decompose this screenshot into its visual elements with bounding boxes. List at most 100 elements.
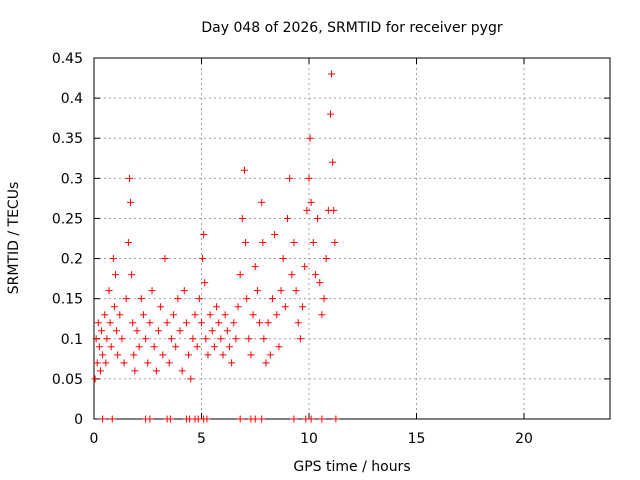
data-point-zero (258, 415, 266, 423)
x-tick-label: 5 (197, 431, 206, 447)
data-point (225, 343, 233, 351)
data-point (103, 335, 111, 343)
data-point (286, 174, 294, 182)
plot-frame (93, 57, 611, 420)
data-point (330, 206, 338, 214)
data-point (94, 319, 102, 327)
data-point (328, 70, 336, 78)
data-point (316, 279, 324, 287)
data-point (176, 327, 184, 335)
data-point (245, 335, 253, 343)
data-point (113, 327, 121, 335)
data-point (208, 327, 216, 335)
data-point (114, 351, 122, 359)
data-point (281, 303, 289, 311)
data-point (118, 335, 126, 343)
data-point (258, 198, 266, 206)
data-point (144, 359, 152, 367)
y-tick-label: 0.35 (52, 131, 83, 147)
data-point (329, 158, 337, 166)
data-point (91, 375, 99, 383)
data-point (105, 287, 113, 295)
data-point (210, 343, 218, 351)
data-point (106, 319, 114, 327)
data-point (129, 319, 137, 327)
data-point (288, 271, 296, 279)
y-tick-label: 0.05 (52, 372, 83, 388)
data-point (322, 255, 330, 263)
data-point (320, 295, 328, 303)
data-point (124, 239, 132, 247)
data-point (266, 351, 274, 359)
data-point (238, 214, 246, 222)
data-point (243, 295, 251, 303)
data-point (130, 351, 138, 359)
y-axis-title: SRMTID / TECUs (6, 182, 22, 295)
data-point (296, 335, 304, 343)
x-tick-label: 10 (300, 431, 318, 447)
data-point (251, 263, 259, 271)
data-point (221, 311, 229, 319)
data-point (247, 351, 255, 359)
data-point (292, 287, 300, 295)
x-tick-label: 20 (515, 431, 533, 447)
y-tick-label: 0.1 (61, 332, 83, 348)
data-point (219, 351, 227, 359)
data-point (161, 255, 169, 263)
data-point (232, 335, 240, 343)
data-point (170, 311, 178, 319)
data-point (167, 335, 175, 343)
data-point (277, 287, 285, 295)
data-point (178, 367, 186, 375)
x-axis-title: GPS time / hours (293, 459, 410, 475)
data-point (223, 327, 231, 335)
data-point (163, 319, 171, 327)
data-point (182, 319, 190, 327)
data-point (125, 174, 133, 182)
data-point (260, 335, 268, 343)
data-point-zero (236, 415, 244, 423)
data-point (109, 255, 117, 263)
axis-ticks: 0 0.05 0.1 0.15 0.2 0.25 0.3 0.35 0.4 0.45 0 5 10 15 2… (52, 51, 610, 447)
data-point (165, 359, 173, 367)
data-points (91, 70, 340, 423)
y-tick-label: 0.4 (61, 91, 83, 107)
data-point-zero (166, 415, 174, 423)
data-point (242, 239, 250, 247)
data-point (128, 271, 136, 279)
data-point (314, 214, 322, 222)
data-point-zero (108, 415, 116, 423)
data-point (249, 311, 257, 319)
data-point (172, 343, 180, 351)
data-point (155, 327, 162, 335)
data-point (318, 311, 326, 319)
data-point (131, 367, 139, 375)
data-point (189, 335, 197, 343)
data-point (150, 343, 158, 351)
data-point (174, 295, 182, 303)
data-point (102, 359, 110, 367)
data-point-zero (290, 415, 298, 423)
data-point (290, 239, 298, 247)
data-point (148, 287, 156, 295)
data-point (213, 303, 221, 311)
data-point (215, 319, 223, 327)
data-point (201, 279, 209, 287)
data-point (146, 319, 154, 327)
data-point (152, 367, 160, 375)
data-point (101, 311, 109, 319)
data-point-zero (251, 415, 259, 423)
data-point (95, 343, 103, 351)
data-point (122, 295, 130, 303)
data-point (142, 335, 150, 343)
data-point (135, 343, 143, 351)
data-point (294, 319, 302, 327)
data-point (217, 335, 225, 343)
data-point (309, 239, 317, 247)
data-point (306, 134, 314, 142)
data-point (110, 303, 118, 311)
data-point (185, 351, 193, 359)
data-point-zero (332, 415, 340, 423)
data-point (264, 319, 272, 327)
data-point (199, 255, 207, 263)
